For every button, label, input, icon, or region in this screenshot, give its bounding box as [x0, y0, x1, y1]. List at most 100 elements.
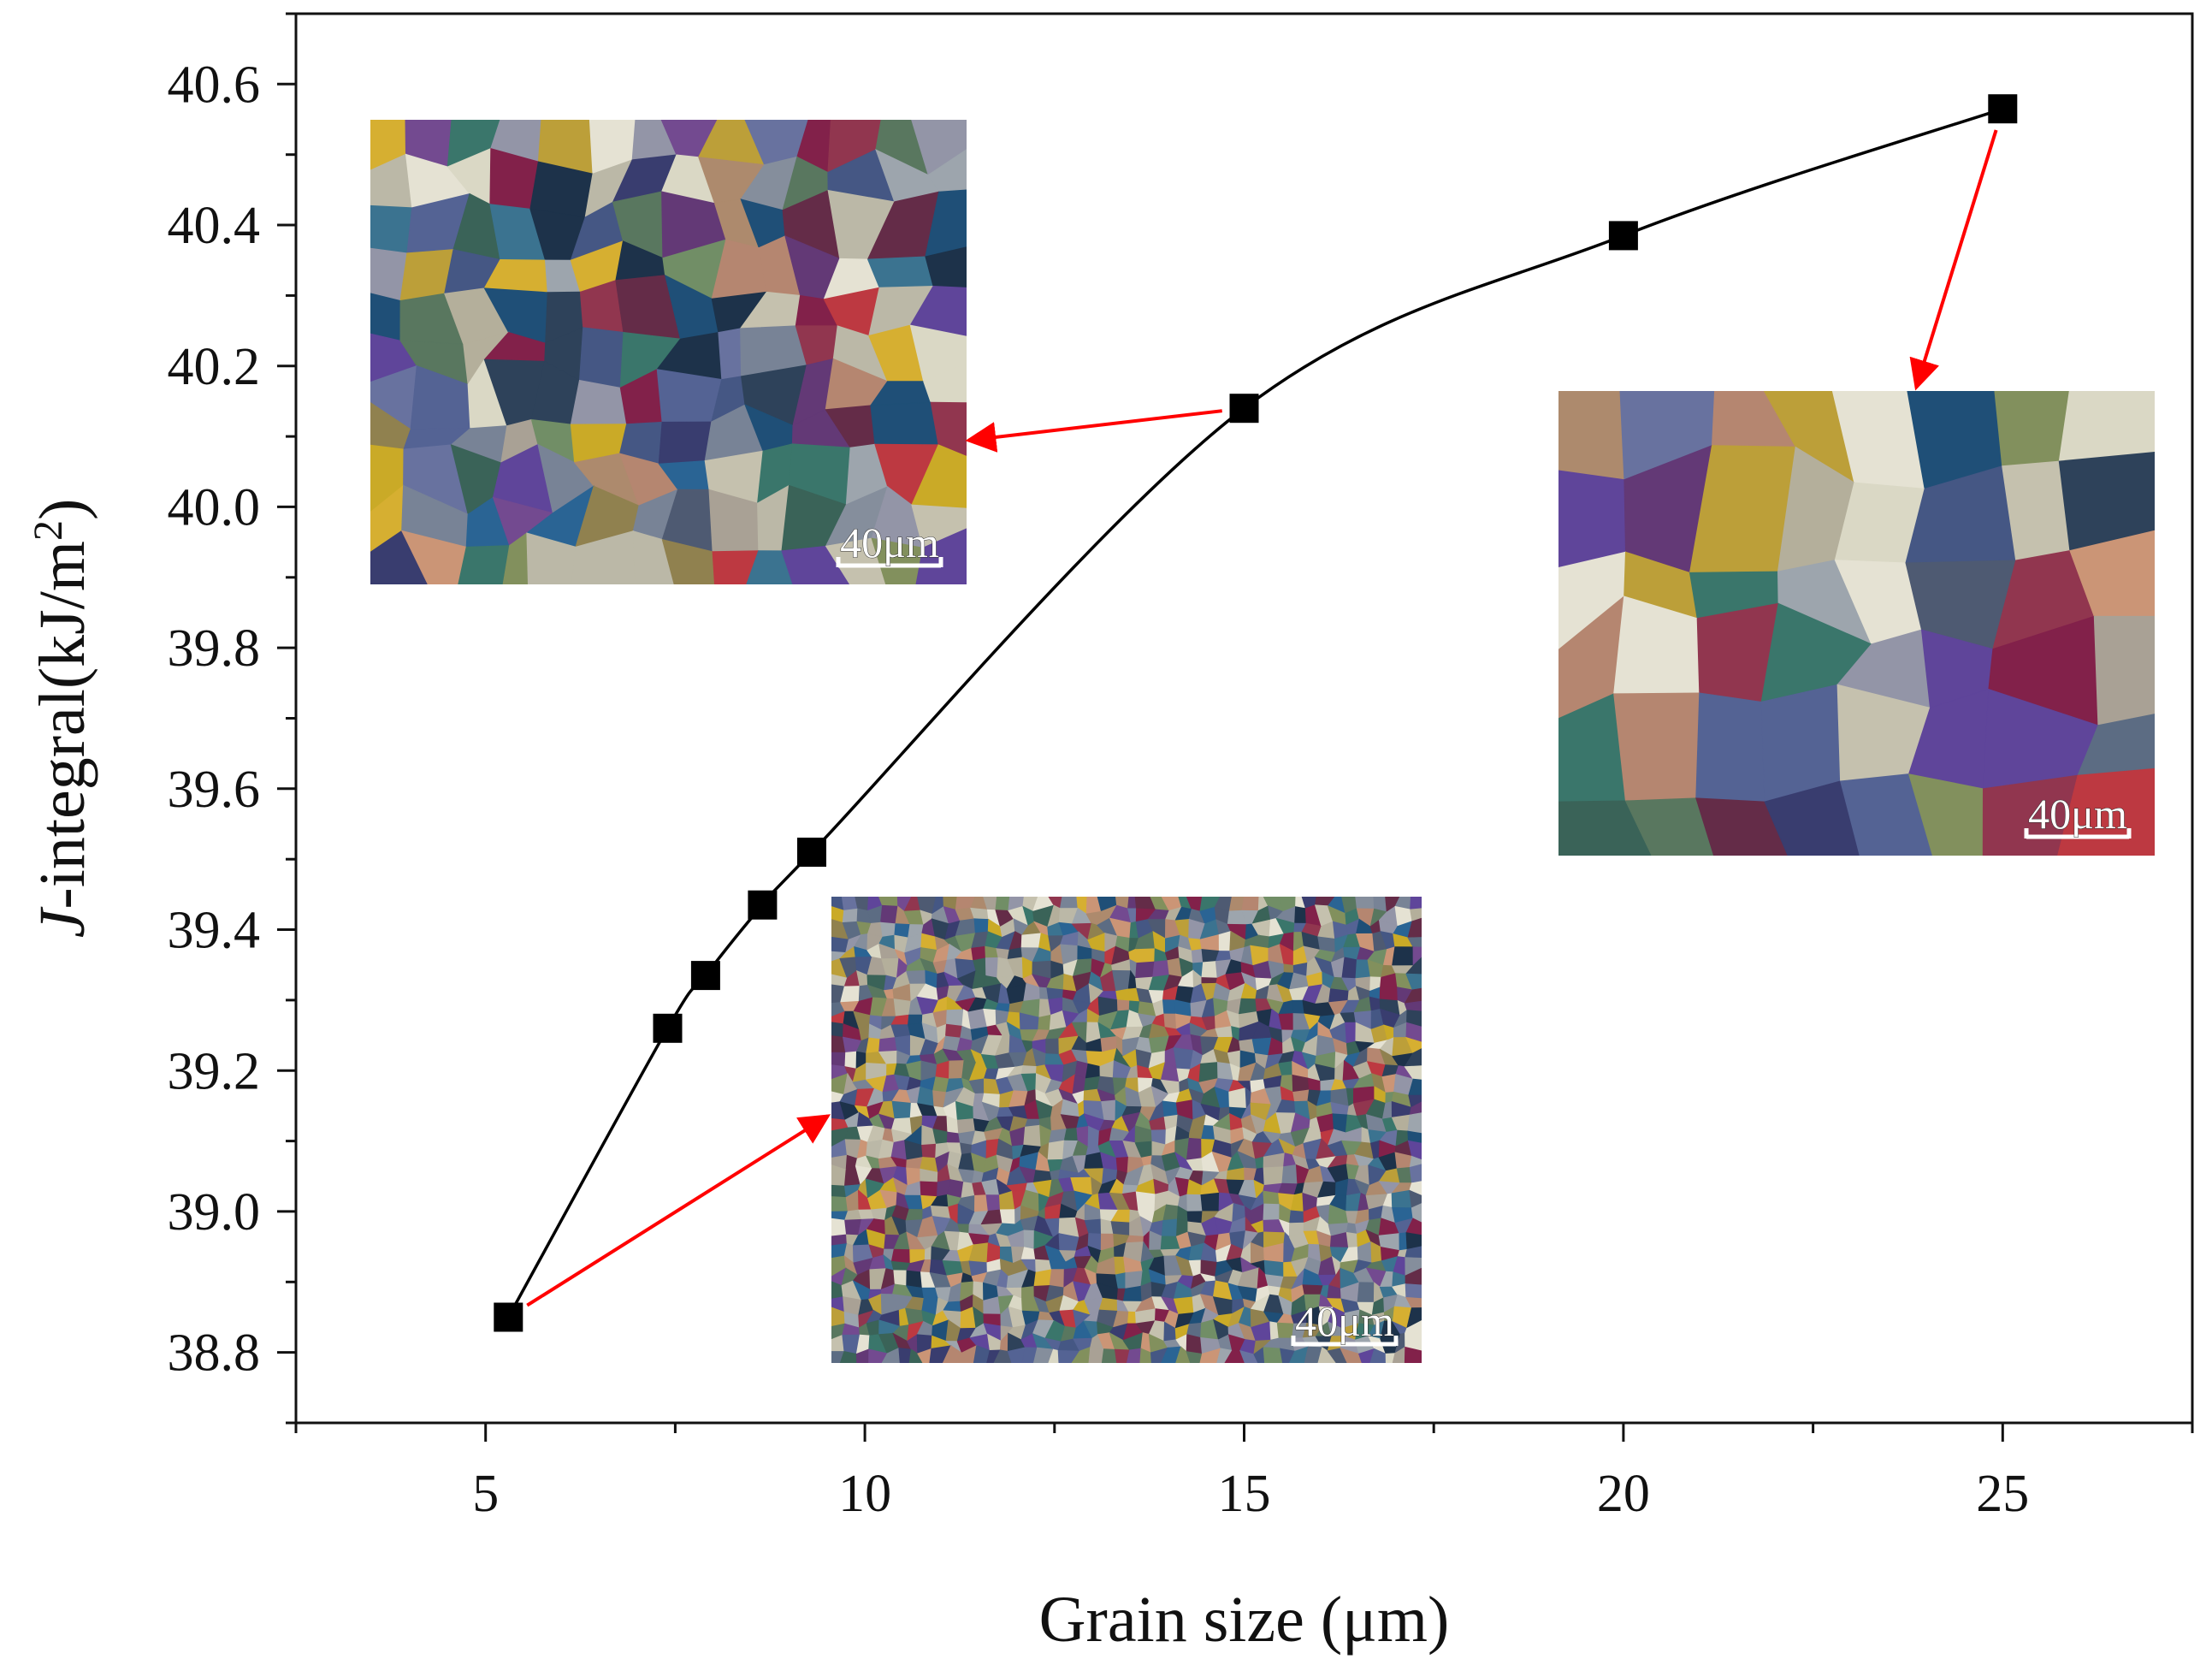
grain [1409, 1164, 1422, 1184]
grain-map [370, 120, 967, 584]
y-tick-label: 39.4 [168, 902, 261, 960]
grain [925, 246, 967, 288]
grain [1409, 1181, 1422, 1196]
y-tick-label: 39.0 [168, 1183, 261, 1241]
series-layer [494, 94, 2018, 1332]
grain [1369, 1348, 1387, 1363]
grain [1405, 1283, 1422, 1300]
grain [1409, 1189, 1422, 1209]
x-tick-label: 5 [472, 1465, 499, 1523]
y-tick-label: 39.8 [168, 619, 261, 678]
grain [1404, 1065, 1422, 1081]
grain [458, 545, 511, 584]
y-tick-label: 40.6 [168, 56, 261, 114]
grain [1764, 780, 1860, 856]
grain [881, 1347, 901, 1363]
grain [1216, 1348, 1233, 1363]
grain [1186, 1351, 1203, 1363]
grain [2069, 530, 2155, 617]
grain [1408, 1094, 1422, 1108]
grain [1407, 1112, 1422, 1135]
grain [1624, 797, 1714, 856]
grain [1405, 1296, 1422, 1309]
data-point-marker [1229, 394, 1259, 424]
grain [2077, 714, 2155, 776]
fine-grain-micrograph: 40μm [831, 897, 1422, 1363]
grain [909, 285, 967, 337]
grain [915, 528, 967, 584]
grain [1199, 1348, 1221, 1363]
grain [1411, 1203, 1422, 1224]
grain [781, 545, 850, 584]
grain-map [831, 897, 1422, 1363]
grain [1407, 1140, 1422, 1160]
grain [661, 538, 715, 584]
coarse-grain-micrograph: 40μm [1558, 391, 2155, 856]
grain [1405, 1036, 1422, 1054]
grain [1304, 1346, 1323, 1363]
grain [917, 1348, 932, 1363]
grain [1404, 1048, 1422, 1068]
grain [1289, 1346, 1309, 1363]
data-point-marker [1988, 94, 2018, 124]
x-tick-label: 10 [838, 1465, 891, 1523]
grain [400, 530, 467, 584]
grain [986, 1349, 1001, 1363]
data-point-marker [653, 1013, 683, 1043]
data-point-marker [748, 890, 778, 920]
pointer-arrow [526, 1114, 831, 1307]
grain [1405, 1232, 1422, 1250]
grain [2093, 615, 2155, 726]
grain [1839, 773, 1933, 856]
grain [1406, 1307, 1422, 1330]
grain [1404, 1346, 1422, 1363]
grain [1161, 1346, 1182, 1363]
data-point-marker [1608, 221, 1638, 251]
x-tick-label: 25 [1976, 1465, 2029, 1523]
grain [746, 550, 794, 584]
y-axis-label: J-integral(kJ/m2) [26, 499, 99, 939]
scale-bar: 40μm [1291, 1297, 1399, 1347]
grain [1407, 937, 1422, 948]
grain [1408, 1078, 1422, 1096]
grain [1175, 1346, 1192, 1363]
grain [1404, 1319, 1422, 1335]
grain [502, 532, 529, 584]
grain [1405, 973, 1422, 991]
grain [929, 1345, 952, 1363]
grain [911, 504, 967, 548]
arrows-layer [526, 129, 1998, 1307]
pointer-arrow [1909, 129, 1998, 391]
grain [1021, 1347, 1038, 1363]
grain [955, 1344, 978, 1363]
grain [930, 401, 967, 457]
grain [1405, 957, 1422, 975]
grain [973, 1345, 991, 1363]
grain [925, 189, 967, 258]
grain [908, 1348, 924, 1363]
grain [1407, 917, 1422, 939]
grain [1410, 908, 1422, 922]
grain [1007, 1347, 1026, 1363]
pointer-arrow [965, 409, 1222, 453]
grain [1317, 1347, 1337, 1363]
grain [1405, 1246, 1422, 1259]
grain [1405, 1218, 1422, 1236]
grain [1407, 1130, 1422, 1144]
insets-layer: 40μm 40μm 40μm [370, 120, 2155, 1363]
grain [1048, 1348, 1060, 1363]
grain [1406, 1010, 1422, 1028]
grain [2058, 391, 2155, 462]
grain [1405, 1022, 1422, 1043]
scale-bar: 40μm [836, 518, 943, 568]
grain [1405, 1267, 1422, 1286]
grain [370, 530, 429, 584]
grain [1150, 1347, 1169, 1363]
grain [839, 1351, 858, 1363]
grain-map [1558, 391, 2155, 856]
grain [1404, 1000, 1422, 1012]
grain [911, 444, 967, 509]
grain [2058, 451, 2155, 551]
grain [1071, 1346, 1091, 1363]
grain [1224, 1349, 1245, 1363]
